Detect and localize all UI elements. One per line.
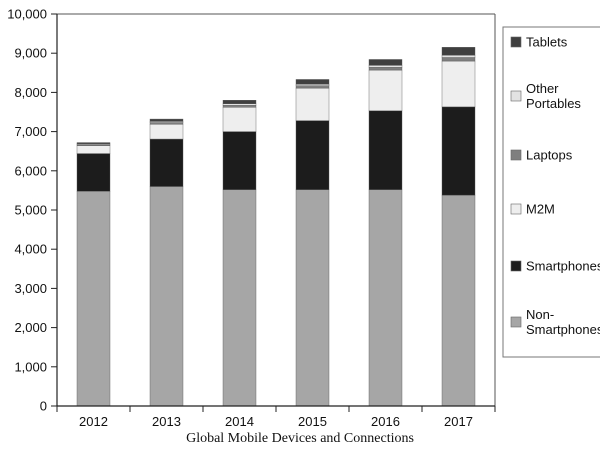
bar-segment-laptops	[368, 67, 403, 71]
bar-segment-non-smartphones	[295, 189, 330, 407]
y-tick-label: 8,000	[14, 85, 47, 100]
bar-segment-non-smartphones	[76, 190, 111, 407]
y-tick-label: 7,000	[14, 124, 47, 139]
bar-segment-other-portables	[295, 83, 330, 86]
bars	[76, 47, 476, 407]
x-tick-label: 2016	[371, 414, 400, 429]
x-tick-label: 2012	[79, 414, 108, 429]
bar-segment-smartphones	[295, 120, 330, 190]
legend-swatch	[510, 203, 522, 215]
legend-swatch	[510, 36, 522, 48]
bar-segment-tablets	[441, 47, 476, 56]
bar-segment-other-portables	[441, 54, 476, 58]
legend-label: Other	[526, 81, 559, 96]
x-tick-label: 2015	[298, 414, 327, 429]
y-tick-label: 4,000	[14, 242, 47, 257]
legend-label: Non-	[526, 307, 554, 322]
y-axis: 0 1,000 2,000 3,000 4,000 5,000 6,000 7,000 8,00…	[7, 7, 496, 414]
legend-box	[502, 26, 600, 358]
chart-caption: Global Mobile Devices and Connections	[186, 431, 414, 446]
bar-segment-m2m	[149, 123, 184, 140]
bar-segment-smartphones	[222, 131, 257, 190]
y-tick-label: 6,000	[14, 163, 47, 178]
bar-segment-non-smartphones	[368, 189, 403, 407]
legend-label: M2M	[526, 202, 555, 217]
legend-label: Laptops	[526, 148, 573, 163]
y-tick-label: 5,000	[14, 203, 47, 218]
bar-segment-tablets	[295, 79, 330, 85]
legend-swatch	[510, 90, 522, 102]
bar-segment-tablets	[368, 59, 403, 66]
bar-segment-laptops	[149, 122, 184, 125]
bar-segment-smartphones	[76, 153, 111, 192]
bar-segment-m2m	[441, 60, 476, 108]
legend-swatch	[510, 149, 522, 161]
legend-swatch	[510, 260, 522, 272]
legend-label: Portables	[526, 96, 581, 111]
bar-segment-tablets	[222, 100, 257, 104]
bar-segment-smartphones	[149, 138, 184, 187]
legend-swatch	[510, 316, 522, 328]
x-tick-label: 2014	[225, 414, 254, 429]
legend-label: Smartphones	[526, 322, 600, 337]
y-tick-label: 3,000	[14, 281, 47, 296]
bar-segment-m2m	[368, 69, 403, 112]
bar-segment-non-smartphones	[441, 194, 476, 407]
bar-segment-m2m	[222, 107, 257, 132]
bar-segment-m2m	[76, 145, 111, 154]
bar-segment-other-portables	[222, 103, 257, 106]
bar-segment-smartphones	[441, 106, 476, 196]
bar-segment-other-portables	[368, 65, 403, 68]
y-tick-label: 9,000	[14, 46, 47, 61]
bar-segment-laptops	[441, 57, 476, 62]
y-tick-label: 1,000	[14, 359, 47, 374]
bar-segment-non-smartphones	[149, 186, 184, 407]
bar-segment-non-smartphones	[222, 189, 257, 407]
x-axis: 2012 2013 2014 2015 2016 2017	[56, 405, 496, 429]
y-tick-label: 10,000	[7, 7, 47, 22]
legend-label: Tablets	[526, 35, 568, 50]
bar-segment-tablets	[149, 118, 184, 122]
bar-segment-m2m	[295, 87, 330, 121]
bar-segment-smartphones	[368, 110, 403, 190]
bar-segment-tablets	[76, 142, 111, 144]
y-tick-label: 0	[40, 399, 47, 414]
x-tick-label: 2017	[444, 414, 473, 429]
bar-segment-laptops	[295, 85, 330, 89]
legend-label: Smartphones	[526, 259, 600, 274]
bar-segment-laptops	[222, 105, 257, 108]
x-tick-label: 2013	[152, 414, 181, 429]
y-tick-label: 2,000	[14, 320, 47, 335]
